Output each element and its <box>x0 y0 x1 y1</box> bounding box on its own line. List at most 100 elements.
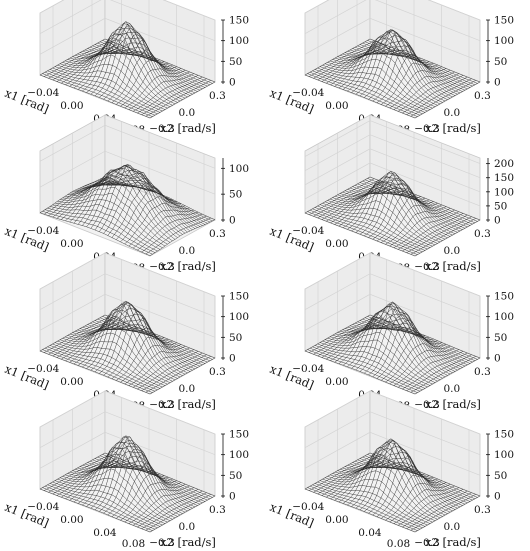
mesh-line <box>97 42 208 87</box>
x1-tick-label: −0.04 <box>292 363 324 375</box>
mesh-line <box>332 311 443 379</box>
mesh-line <box>309 347 421 392</box>
x2-tick-label: 0.3 <box>209 90 226 102</box>
mesh-line <box>79 31 191 96</box>
x2-tick-label: 0.0 <box>444 521 461 533</box>
mesh-line <box>64 315 176 381</box>
z-tick-label: 150 <box>494 15 514 27</box>
z-tick-label: 50 <box>229 56 242 68</box>
mesh-line <box>307 487 418 531</box>
mesh-line <box>47 484 158 529</box>
mesh-line <box>104 176 216 220</box>
mesh-line <box>49 206 161 250</box>
mesh-line <box>317 205 428 250</box>
mesh-line <box>52 67 163 112</box>
mesh-line <box>334 442 446 516</box>
mesh-line <box>57 193 168 245</box>
mesh-line <box>42 73 153 117</box>
mesh-line <box>92 182 203 226</box>
mesh-line <box>314 345 426 389</box>
mesh-line <box>52 204 163 248</box>
x1-tick-label: 0.00 <box>325 100 348 112</box>
x2-tick-label: −0.3 <box>149 537 175 549</box>
gridline <box>39 17 216 62</box>
z-tick-label: 0 <box>494 491 501 503</box>
mesh-line <box>42 210 153 255</box>
mesh-line <box>57 340 168 385</box>
x2-tick-label: 0.0 <box>444 245 461 257</box>
x2-axis-label: x2 [rad/s] <box>160 259 216 273</box>
mesh-line <box>69 442 181 516</box>
mesh-line <box>104 452 216 497</box>
mesh-line <box>319 480 431 524</box>
mesh-line <box>314 69 426 113</box>
z-tick-label: 0 <box>494 215 501 227</box>
mesh-line <box>354 46 466 91</box>
gridline <box>39 390 216 435</box>
x1-tick-label: 0.04 <box>93 527 117 539</box>
gridline <box>304 390 481 435</box>
mesh-line <box>349 318 461 369</box>
x2-tick-label: 0.3 <box>474 228 491 240</box>
mesh-line <box>79 308 191 372</box>
mesh-line <box>74 435 186 513</box>
mesh-line <box>89 46 201 91</box>
mesh-line <box>367 40 478 84</box>
surface-plot: 200150100500−0.040.000.040.08−0.30.00.3x… <box>268 114 514 274</box>
mesh-line <box>319 204 431 248</box>
surface-mesh <box>39 164 216 256</box>
z-tick-label: 100 <box>229 163 249 175</box>
mesh-line <box>329 187 441 243</box>
mesh-line <box>352 186 463 230</box>
mesh-line <box>309 71 421 116</box>
mesh-line <box>327 193 438 244</box>
mesh-line <box>42 349 153 393</box>
z-tick-label: 50 <box>229 189 242 201</box>
surface-panel: P(6)hum(x1, x2)150100500−0.040.000.040.0… <box>265 252 530 413</box>
z-tick-label: 200 <box>494 158 514 170</box>
mesh-line <box>344 35 456 96</box>
x2-tick-label: 0.3 <box>474 90 491 102</box>
x2-tick-label: −0.3 <box>414 537 440 549</box>
gridline <box>39 293 216 338</box>
mesh-line <box>57 64 168 109</box>
mesh-line <box>67 447 178 517</box>
mesh-line <box>324 59 436 107</box>
mesh-line <box>77 165 188 233</box>
z-tick-label: 150 <box>229 429 249 441</box>
x1-tick-label: −0.04 <box>27 225 59 237</box>
z-tick-label: 50 <box>229 470 242 482</box>
mesh-line <box>322 202 433 247</box>
x2-tick-label: 0.0 <box>179 521 196 533</box>
mesh-line <box>337 29 448 100</box>
z-tick-label: 0 <box>494 353 501 365</box>
mesh-line <box>104 314 216 359</box>
mesh-line <box>309 485 421 530</box>
mesh-line <box>79 446 191 510</box>
x2-tick-label: 0.0 <box>444 383 461 395</box>
x2-tick-label: 0.0 <box>179 107 196 119</box>
mesh-line <box>352 48 463 92</box>
mesh-line <box>67 170 178 238</box>
surface-panel: P(1)hum(x1, x2)150100500−0.040.000.040.0… <box>0 0 265 137</box>
mesh-line <box>62 45 173 106</box>
gridline <box>304 148 481 193</box>
mesh-line <box>49 69 161 113</box>
z-tick-label: 150 <box>229 15 249 27</box>
mesh-line <box>354 322 466 367</box>
mesh-line <box>62 323 173 382</box>
mesh-line <box>94 320 206 364</box>
gridline <box>304 411 481 456</box>
z-tick-label: 150 <box>494 291 514 303</box>
mesh-line <box>102 40 213 84</box>
pane-gridlines <box>304 252 481 359</box>
x2-axis-label: x2 [rad/s] <box>160 121 216 135</box>
mesh-line <box>49 345 161 389</box>
x1-tick-label: 0.08 <box>122 538 145 550</box>
x2-tick-label: −0.3 <box>149 123 175 135</box>
mesh-line <box>364 179 476 224</box>
mesh-line <box>84 319 196 370</box>
mesh-line <box>82 313 193 371</box>
